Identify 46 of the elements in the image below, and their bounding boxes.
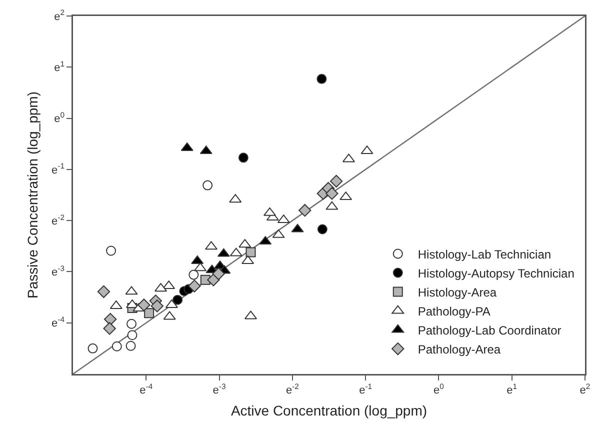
point: [330, 174, 343, 188]
legend-label: Pathology-Lab Coordinator: [418, 323, 562, 338]
x-tick-label: e$^{-3}$: [212, 382, 226, 396]
point: [316, 74, 327, 84]
point: [188, 280, 201, 292]
point: [126, 318, 137, 329]
point: [126, 340, 136, 351]
y-tick-label: e$^{1}$: [54, 59, 64, 74]
point: [97, 285, 110, 298]
x-tick-label: e$^{2}$: [580, 382, 590, 396]
x-tick-label: e$^{-1}$: [359, 382, 372, 396]
legend-label: Pathology-Area: [418, 342, 501, 356]
x-tick-label: e$^{-4}$: [140, 382, 154, 396]
y-tick-label: e$^{-2}$: [52, 212, 64, 228]
point: [138, 298, 150, 312]
legend-label: Pathology-PA: [418, 304, 490, 318]
point: [298, 204, 312, 217]
y-axis-title: Passive Concentration (log_ppm): [24, 92, 40, 298]
y-tick-label: e$^{-4}$: [52, 315, 66, 330]
point: [127, 330, 138, 340]
y-tick-label: e$^{-1}$: [52, 162, 64, 176]
point: [103, 322, 116, 335]
point: [150, 300, 164, 312]
y-tick-label: e$^{-3}$: [52, 264, 64, 279]
x-tick-label: e$^{1}$: [506, 382, 518, 396]
point: [106, 246, 116, 256]
point: [104, 312, 117, 326]
point: [238, 152, 248, 163]
y-tick-label: e$^{2}$: [54, 8, 64, 23]
point: [317, 224, 328, 234]
legend-label: Histology-Lab Technician: [418, 247, 552, 262]
legend-label: Histology-Autopsy Technician: [418, 266, 574, 280]
point: [212, 267, 225, 280]
point: [88, 343, 98, 354]
x-tick-label: e$^{0}$: [434, 382, 444, 396]
x-axis-title: Active Concentration (log_ppm): [230, 402, 428, 419]
y-tick-label: e$^{0}$: [54, 110, 64, 126]
point: [188, 270, 199, 280]
point: [144, 308, 154, 318]
point: [326, 187, 338, 200]
point: [202, 180, 213, 190]
legend-label: Histology-Area: [418, 285, 497, 300]
point: [172, 294, 183, 305]
point: [112, 341, 122, 352]
point: [246, 247, 256, 258]
x-tick-label: e$^{-2}$: [286, 382, 299, 396]
